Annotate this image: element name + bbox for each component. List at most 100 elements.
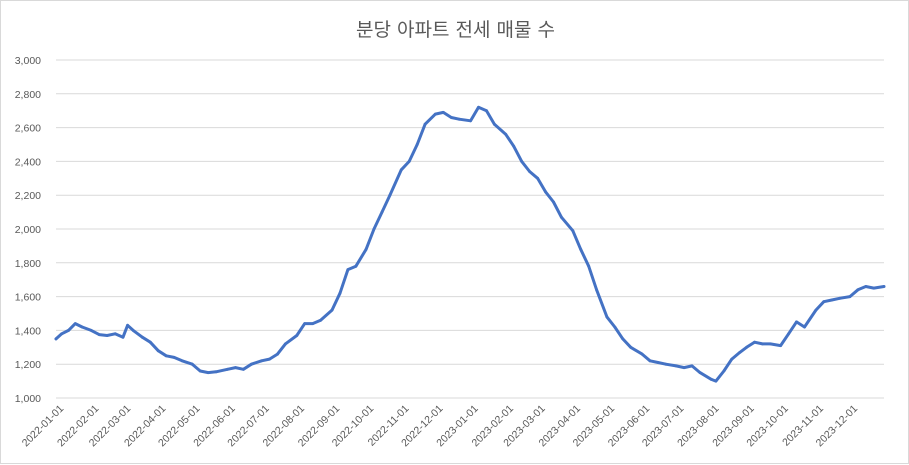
data-point (97, 333, 101, 336)
series-layer (54, 105, 886, 383)
data-point (198, 369, 202, 373)
data-point (690, 364, 694, 368)
data-point (73, 322, 77, 325)
data-point (268, 357, 271, 361)
y-tick-label: 2,000 (15, 224, 41, 236)
y-tick-label: 2,800 (15, 89, 41, 101)
data-point (536, 176, 539, 180)
data-point (595, 288, 598, 292)
data-point (126, 323, 129, 327)
data-point (399, 168, 403, 172)
data-point (621, 337, 625, 341)
data-point (864, 285, 868, 288)
y-tick-label: 1,600 (15, 292, 41, 304)
data-point (319, 318, 322, 322)
data-point (710, 378, 713, 381)
data-point (156, 349, 160, 353)
data-point (838, 296, 842, 300)
data-point (206, 371, 210, 374)
data-point (140, 335, 144, 339)
y-tick-label: 2,400 (15, 156, 41, 168)
data-point (469, 119, 472, 123)
data-point (848, 295, 852, 298)
data-point (242, 367, 245, 371)
y-tick-label: 2,600 (15, 123, 41, 135)
data-point (54, 337, 58, 341)
data-point (284, 342, 287, 346)
data-point (698, 371, 702, 374)
data-point (80, 325, 84, 329)
data-point (745, 345, 748, 349)
data-point (613, 325, 617, 329)
data-point (571, 229, 575, 233)
data-point (131, 329, 135, 332)
data-point (338, 291, 342, 295)
data-point (477, 105, 480, 109)
data-point (738, 351, 742, 354)
data-point (528, 170, 531, 173)
data-point (587, 264, 591, 268)
data-point (388, 193, 392, 197)
data-point (364, 247, 368, 251)
data-point (67, 329, 70, 332)
data-point (415, 143, 419, 146)
data-point (407, 160, 411, 163)
data-point (164, 354, 168, 358)
data-point (822, 300, 826, 304)
data-point (214, 370, 218, 374)
data-point (803, 325, 806, 329)
data-point (190, 362, 194, 366)
data-point (372, 227, 376, 231)
data-point (814, 308, 818, 312)
data-point (493, 122, 496, 126)
data-point (148, 340, 152, 344)
data-point (346, 268, 350, 271)
data-point (330, 308, 334, 312)
data-point (172, 356, 176, 359)
data-point (113, 332, 117, 336)
data-point (872, 286, 876, 290)
data-point (380, 210, 384, 214)
data-point (180, 359, 184, 363)
data-point (354, 264, 358, 268)
data-point (714, 379, 718, 383)
gridlines (56, 59, 884, 399)
y-tick-label: 3,000 (15, 55, 41, 67)
data-point (276, 352, 279, 356)
data-point (434, 112, 437, 116)
data-point (682, 366, 686, 369)
data-point (295, 334, 299, 337)
y-tick-label: 1,800 (15, 258, 41, 270)
y-tick-label: 1,400 (15, 325, 41, 337)
data-point (640, 352, 644, 356)
data-point (830, 298, 834, 302)
data-point (121, 335, 125, 339)
series-line-0 (54, 105, 886, 383)
y-axis-ticks: 1,000 1,200 1,400 1,600 1,800 2,000 2,200 2,400… (15, 55, 41, 405)
data-point (234, 366, 237, 369)
data-point (605, 315, 609, 319)
data-point (303, 322, 307, 325)
y-tick-label: 1,000 (15, 393, 41, 405)
data-point (512, 144, 516, 148)
data-point (856, 288, 860, 292)
data-point (423, 122, 427, 126)
x-axis-ticks: 2022-01-012022-02-012022-03-012022-04-01… (20, 403, 861, 450)
data-point (441, 111, 445, 114)
data-point (504, 133, 508, 136)
data-point (674, 364, 678, 368)
data-point (769, 342, 772, 346)
data-point (485, 109, 488, 113)
data-point (779, 344, 782, 347)
data-point (311, 322, 315, 325)
data-point (560, 215, 563, 219)
data-point (105, 334, 109, 337)
data-point (753, 340, 756, 344)
data-point (226, 367, 229, 371)
data-point (89, 329, 93, 332)
data-point (579, 247, 583, 251)
data-point (795, 320, 798, 324)
y-tick-label: 1,200 (15, 359, 41, 371)
